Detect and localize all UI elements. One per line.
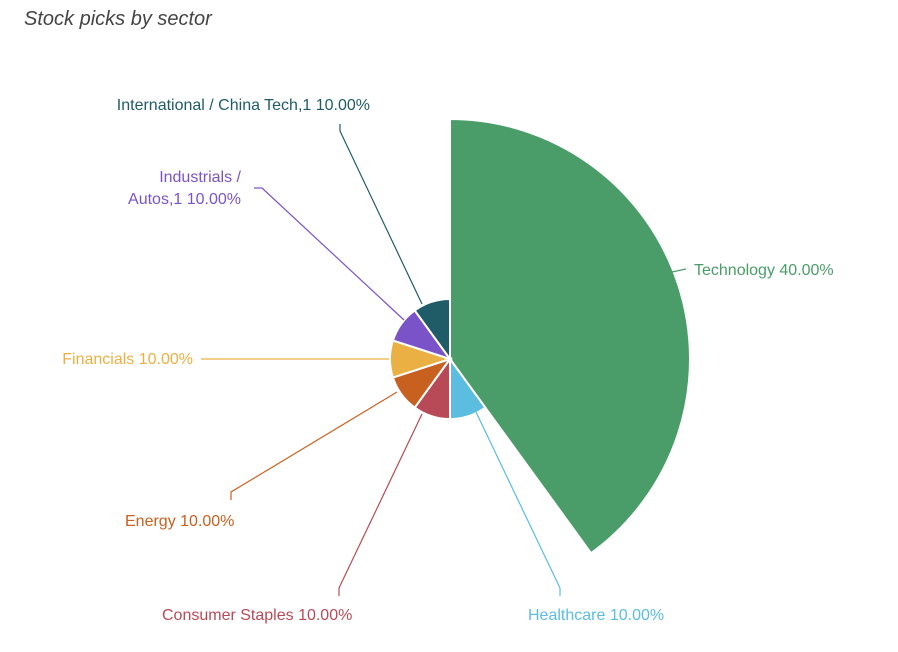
leader-line [671, 268, 687, 273]
slice-label: Healthcare 10.00% [528, 607, 664, 624]
slice-label: Industrials / [159, 169, 241, 186]
slice-label: International / China Tech,1 10.00% [117, 97, 370, 114]
leader-line [254, 187, 405, 321]
slice-label: Consumer Staples 10.00% [162, 607, 352, 624]
slice-label: Technology 40.00% [694, 262, 834, 279]
slice-international-china-tech-[interactable] [413, 297, 451, 363]
leader-line [475, 411, 561, 596]
slice-technology[interactable] [449, 117, 691, 555]
chart-title: Stock picks by sector [24, 8, 212, 30]
slice-label: Energy 10.00% [125, 513, 234, 530]
slice-label: Financials 10.00% [62, 351, 193, 368]
leader-line [230, 391, 398, 500]
leader-line [339, 124, 423, 305]
slice-label: Autos,1 10.00% [128, 191, 241, 208]
leader-line [338, 413, 423, 596]
